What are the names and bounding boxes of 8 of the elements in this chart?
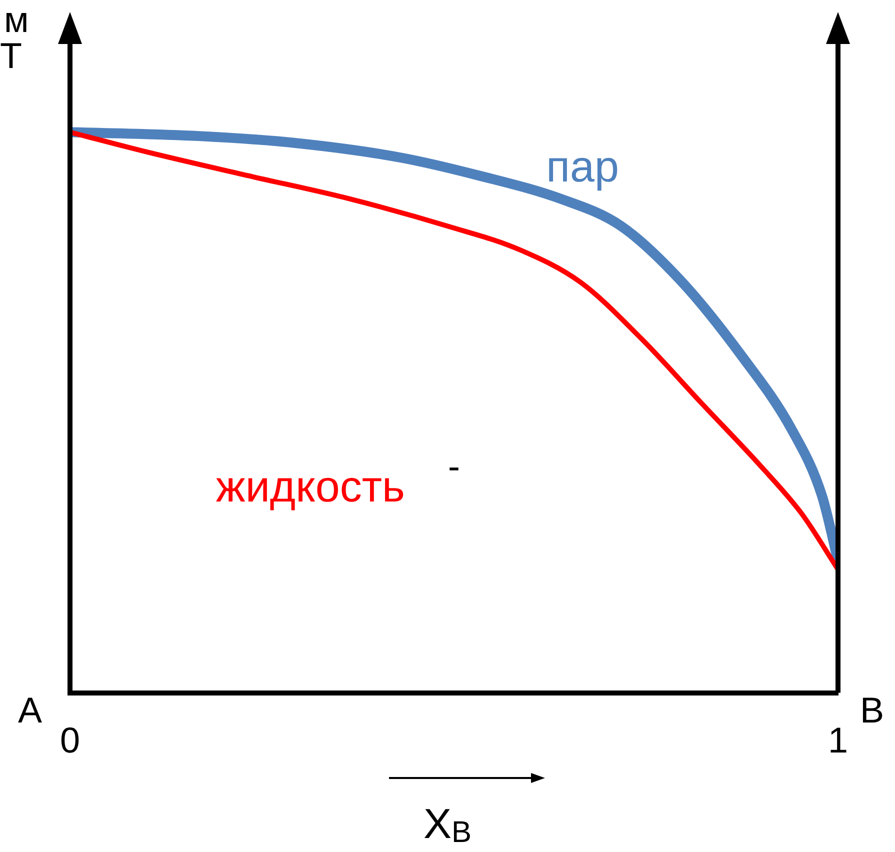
text: жидкость xyxy=(216,462,405,512)
x-tick-label: 0 xyxy=(60,719,80,760)
text: A xyxy=(18,690,42,731)
annotation: - xyxy=(448,445,460,486)
x-axis-title: X$_{B}$ xyxy=(422,800,473,851)
series-label: пар xyxy=(546,142,619,192)
x-tick-label: 1 xyxy=(828,719,848,760)
text: B xyxy=(860,690,884,731)
